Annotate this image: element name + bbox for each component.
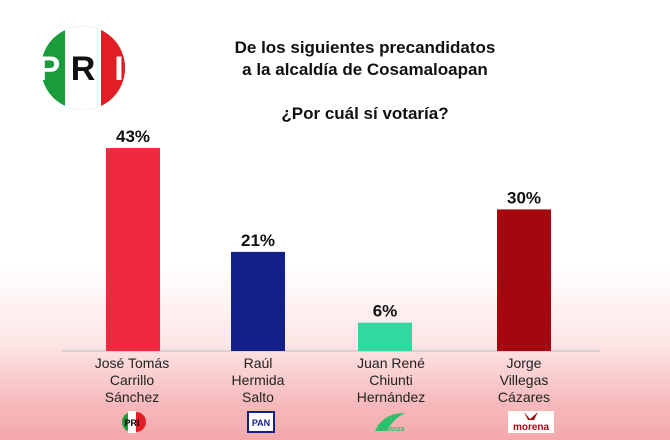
pan-party-logo: PAN <box>247 411 275 433</box>
bar-1 <box>106 148 160 351</box>
logo-circle-red <box>101 30 125 106</box>
bar-label-2: 21% <box>241 231 275 250</box>
bar-4 <box>497 209 551 351</box>
morena-party-logo: morena <box>508 411 554 433</box>
bar-label-3: 6% <box>373 302 398 321</box>
pri-logo: P R I <box>28 22 138 114</box>
bar-3 <box>358 322 412 351</box>
pri-party-logo-text: PRI <box>124 418 139 428</box>
morena-party-logo-text: morena <box>513 422 550 433</box>
bar-label-1: 43% <box>116 127 150 146</box>
logo-letter-r: R <box>71 50 96 88</box>
chart-title-line2: a la alcaldía de Cosamaloapan <box>242 60 488 79</box>
bar-label-4: 30% <box>507 188 541 207</box>
bar-2 <box>231 251 285 351</box>
chart-question: ¿Por cuál sí votaría? <box>281 104 449 123</box>
logo-circle-white <box>65 26 101 110</box>
candidate-label-chiunti: Juan René Chiunti Hernández <box>356 355 426 405</box>
candidate-label-carrillo: José Tomás Carrillo Sánchez <box>94 355 170 405</box>
logo-letter-p: P <box>38 50 61 88</box>
alianza-party-logo-text: alianza <box>381 426 404 433</box>
pri-party-logo: PRI <box>122 411 146 433</box>
candidate-label-villegas: Jorge Villegas Cázares <box>497 355 551 405</box>
logo-letter-i: I <box>114 50 123 88</box>
chart-title-line1: De los siguientes precandidatos <box>234 38 496 57</box>
candidate-label-hermida: Raúl Hermida Salto <box>231 355 285 405</box>
pan-party-logo-text: PAN <box>252 418 270 428</box>
alianza-party-logo: alianza <box>375 413 405 433</box>
